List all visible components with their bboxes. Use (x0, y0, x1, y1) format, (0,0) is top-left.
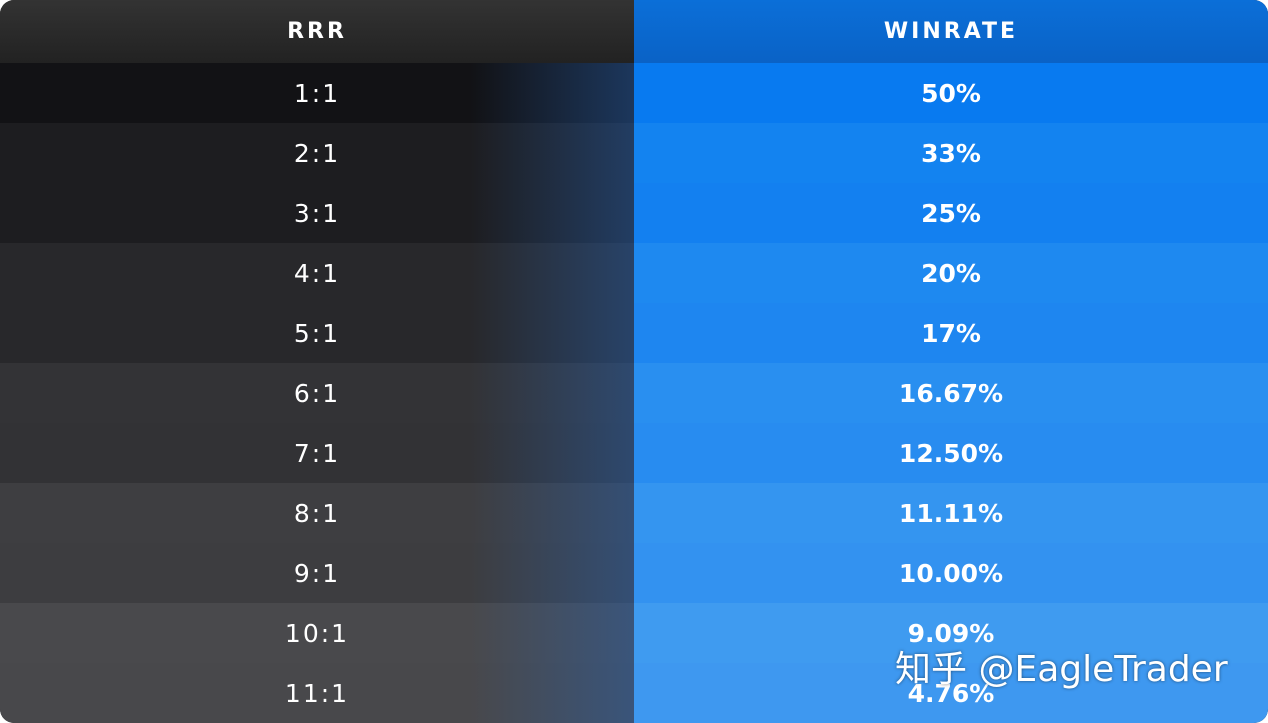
winrate-cell: 4.76% (634, 663, 1268, 723)
rrr-cell: 1:1 (0, 63, 634, 123)
winrate-cell: 50% (634, 63, 1268, 123)
rrr-cell: 8:1 (0, 483, 634, 543)
table-row: 6:1 16.67% (0, 363, 1268, 423)
rrr-cell: 5:1 (0, 303, 634, 363)
winrate-cell: 10.00% (634, 543, 1268, 603)
winrate-cell: 16.67% (634, 363, 1268, 423)
table-row: 8:1 11.11% (0, 483, 1268, 543)
header-cell: RRR (0, 0, 634, 63)
rrr-cell: 9:1 (0, 543, 634, 603)
table-row: 1:1 50% (0, 63, 1268, 123)
rrr-cell: 4:1 (0, 243, 634, 303)
table-row: 5:1 17% (0, 303, 1268, 363)
rrr-cell: 6:1 (0, 363, 634, 423)
winrate-cell: 9.09% (634, 603, 1268, 663)
winrate-cell: 11.11% (634, 483, 1268, 543)
rrr-cell: 7:1 (0, 423, 634, 483)
rrr-cell: 2:1 (0, 123, 634, 183)
table-row: 3:1 25% (0, 183, 1268, 243)
rrr-cell: 3:1 (0, 183, 634, 243)
rrr-cell: 10:1 (0, 603, 634, 663)
winrate-cell: 12.50% (634, 423, 1268, 483)
winrate-cell: 25% (634, 183, 1268, 243)
table-row: 9:1 10.00% (0, 543, 1268, 603)
winrate-cell: 33% (634, 123, 1268, 183)
watermark: 知乎 @EagleTrader (895, 649, 1228, 690)
table-row: 2:1 33% (0, 123, 1268, 183)
table-row: 11:1 4.76% (0, 663, 1268, 723)
header-cell: WINRATE (634, 0, 1268, 63)
table-row: 10:1 9.09% (0, 603, 1268, 663)
winrate-cell: 17% (634, 303, 1268, 363)
header-row: RRR WINRATE (0, 0, 1268, 63)
winrate-cell: 20% (634, 243, 1268, 303)
table-row: 7:1 12.50% (0, 423, 1268, 483)
rrr-cell: 11:1 (0, 663, 634, 723)
table-row: 4:1 20% (0, 243, 1268, 303)
